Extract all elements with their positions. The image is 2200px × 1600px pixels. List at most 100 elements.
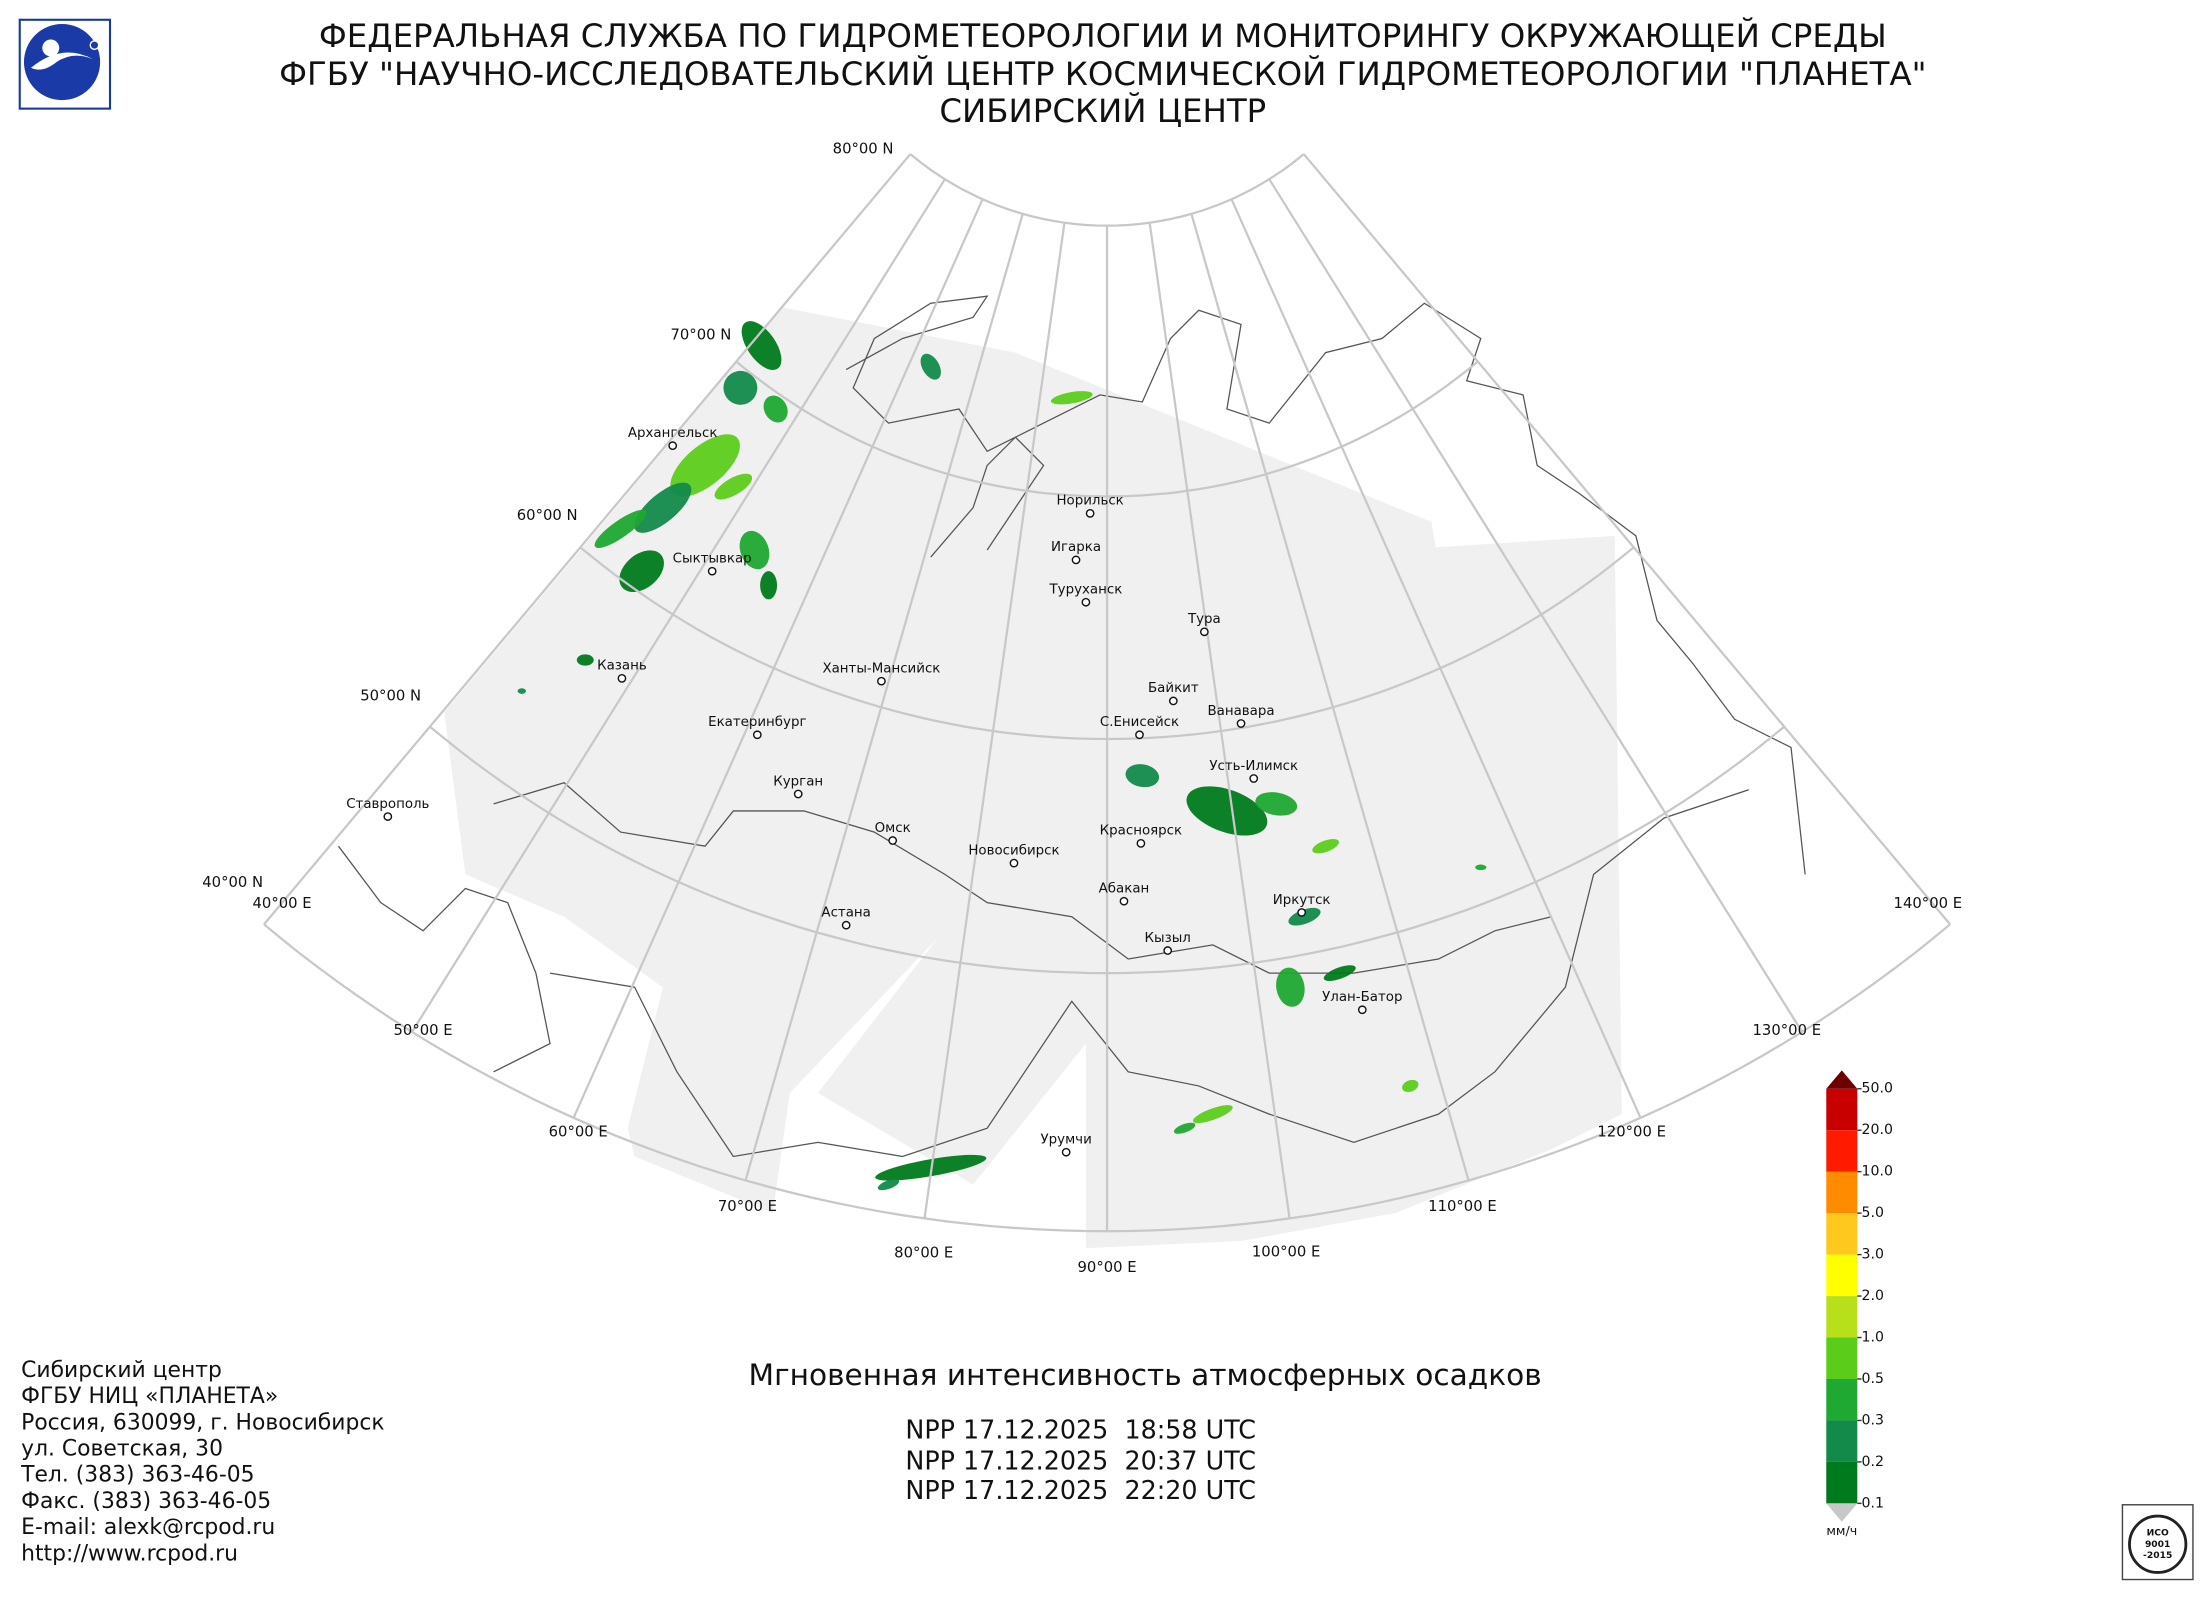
precipitation-cell: [1186, 786, 1268, 836]
contact-line: Факс. (383) 363-46-05: [21, 1489, 271, 1514]
city-label: Ванавара: [1207, 704, 1274, 719]
city-label: Ставрополь: [346, 797, 429, 812]
legend-under-arrow: [1826, 1503, 1858, 1522]
city-marker: [752, 730, 762, 740]
city-marker: [1163, 946, 1173, 955]
city-label: Архангельск: [628, 426, 718, 441]
legend-label: 0.3: [1862, 1412, 1884, 1428]
city-label: Байкит: [1148, 681, 1199, 696]
meridian-line: [923, 222, 1066, 1219]
logo-dot: [42, 39, 60, 57]
city-label: Абакан: [1099, 880, 1150, 896]
contact-line: E-mail: alexk@rcpod.ru: [21, 1515, 275, 1540]
precipitation-cell: [1050, 391, 1093, 405]
city-marker: [617, 673, 627, 683]
city-label: С.Енисейск: [1100, 715, 1179, 730]
city-label: Екатеринбург: [708, 714, 806, 730]
map: 80°00 N 70°00 N 60°00 N 50°00 N 40°00 N 40°00…: [202, 141, 1962, 1276]
legend-label: 3.0: [1862, 1247, 1884, 1263]
city-marker: [1249, 774, 1259, 783]
longitude-label: 130°00 E: [1753, 1022, 1822, 1039]
product-title: Мгновенная интенсивность атмосферных оса…: [749, 1358, 1542, 1392]
precipitation-cell: [739, 530, 770, 570]
city-marker: [1081, 597, 1091, 607]
city-label: Омск: [875, 821, 911, 836]
legend-over-arrow: [1826, 1070, 1858, 1089]
meridian-line: [411, 178, 946, 1033]
city-marker: [1009, 858, 1019, 868]
longitude-label: 60°00 E: [549, 1123, 608, 1140]
precipitation-cell: [1276, 967, 1305, 1007]
longitude-label: 140°00 E: [1894, 895, 1963, 912]
logo: [18, 18, 112, 110]
city-marker: [1168, 696, 1178, 706]
legend-swatch: [1826, 1420, 1858, 1462]
contact-line: Сибирский центр: [21, 1358, 222, 1383]
precipitation-cell: [634, 482, 692, 533]
city-marker: [1136, 838, 1146, 848]
contact-line: http://www.rcpod.ru: [21, 1541, 238, 1566]
city-marker: [1119, 896, 1129, 906]
city-marker: [1357, 1005, 1367, 1015]
legend-label: 50.0: [1862, 1081, 1893, 1097]
precipitation-cell: [594, 509, 647, 548]
header-line: СИБИРСКИЙ ЦЕНТР: [939, 92, 1266, 130]
meridian-line: [263, 153, 912, 926]
legend-label: 0.1: [1862, 1495, 1884, 1511]
precipitation-cell: [1288, 907, 1321, 926]
longitude-label: 80°00 E: [894, 1245, 953, 1262]
meridian-line: [572, 198, 984, 1119]
city-label: Ханты-Мансийск: [822, 661, 940, 676]
meridian-line: [1230, 198, 1642, 1119]
legend-swatch: [1826, 1296, 1858, 1338]
latitude-label: 40°00 N: [202, 874, 263, 891]
city-marker: [1085, 508, 1095, 518]
precipitation-cell: [741, 321, 782, 371]
city-marker: [888, 836, 898, 845]
header-line: ФЕДЕРАЛЬНАЯ СЛУЖБА ПО ГИДРОМЕТЕОРОЛОГИИ …: [319, 17, 1887, 55]
city-label: Улан-Батор: [1322, 990, 1402, 1005]
legend-swatch: [1826, 1337, 1858, 1379]
contact-line: ФГБУ НИЦ «ПЛАНЕТА»: [21, 1384, 278, 1409]
precipitation-cell: [760, 571, 778, 600]
precipitation-cell: [714, 473, 753, 500]
precipitation-cell: [1402, 1079, 1419, 1092]
iso-text: 9001: [2145, 1539, 2170, 1550]
city-marker: [1071, 555, 1081, 565]
iso-text: ИСО: [2147, 1527, 2169, 1538]
precipitation-cell: [1312, 839, 1340, 854]
legend-label: 10.0: [1862, 1164, 1893, 1180]
header-line: ФГБУ "НАУЧНО-ИССЛЕДОВАТЕЛЬСКИЙ ЦЕНТР КОС…: [279, 55, 1927, 93]
legend-swatch: [1826, 1171, 1858, 1214]
city-marker: [707, 566, 717, 576]
longitude-label: 120°00 E: [1597, 1123, 1666, 1140]
pass-time: NPP 17.12.2025 20:37 UTC: [905, 1445, 1256, 1475]
contact-line: ул. Советская, 30: [21, 1436, 223, 1461]
precipitation-cell: [1255, 792, 1298, 816]
city-marker: [1236, 719, 1246, 728]
meridian-line: [1268, 178, 1804, 1033]
city-label: Казань: [597, 659, 647, 674]
city-label: Норильск: [1056, 494, 1123, 509]
logo-swirl: [31, 52, 94, 70]
city-label: Тура: [1187, 612, 1221, 627]
legend-label: 5.0: [1862, 1205, 1884, 1221]
logo-satellite: [89, 40, 100, 51]
parallel-line: [909, 153, 1305, 227]
city-label: Сыктывкар: [673, 551, 752, 566]
meridian-line: [1302, 153, 1951, 926]
city-label: Усть-Илимск: [1209, 759, 1298, 774]
legend-label: 1.0: [1862, 1330, 1884, 1346]
city-marker: [841, 920, 851, 930]
city-label: Красноярск: [1100, 824, 1182, 839]
legend-label: 0.2: [1862, 1454, 1884, 1470]
meridian-line: [1190, 213, 1470, 1181]
iso-ring: [2128, 1514, 2188, 1574]
contact-line: Тел. (383) 363-46-05: [20, 1463, 254, 1488]
coastline: [930, 436, 1045, 558]
latitude-label: 70°00 N: [670, 327, 731, 344]
iso-text: -2015: [2143, 1550, 2172, 1561]
city-label: Курган: [773, 774, 823, 789]
legend-swatch: [1826, 1130, 1858, 1172]
